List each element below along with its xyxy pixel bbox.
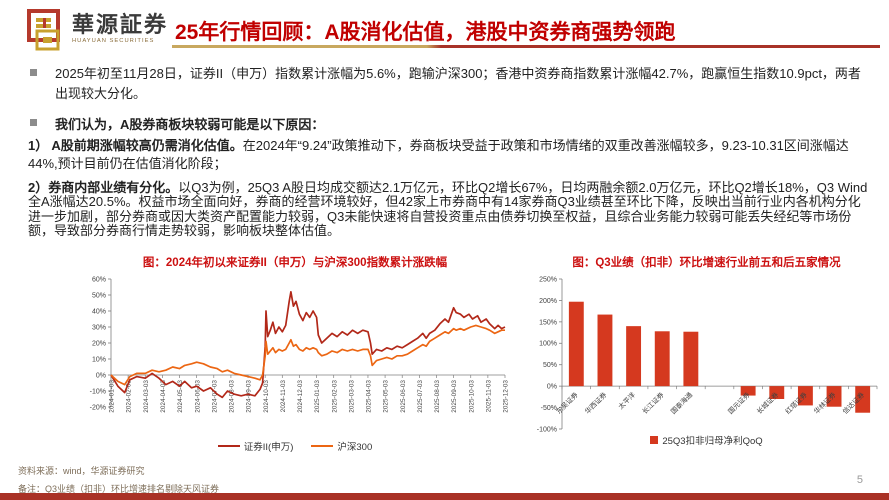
svg-text:太平洋: 太平洋: [616, 390, 637, 411]
title-underline: [172, 45, 880, 48]
svg-text:100%: 100%: [539, 341, 557, 348]
svg-text:200%: 200%: [539, 298, 557, 305]
line-chart-canvas: 60% 50% 40% 30% 20% 10% 0% -10% -20% 2024-01-03 20…: [90, 276, 510, 413]
svg-text:2025-04-03: 2025-04-03: [366, 380, 373, 413]
svg-text:-20%: -20%: [90, 404, 106, 411]
svg-text:2024-02-03: 2024-02-03: [126, 380, 133, 413]
bar-chart-legend: 25Q3扣非归母净利QoQ: [528, 433, 885, 447]
logo-text: 華源証券 HUAYUAN SECURITIES: [72, 12, 169, 45]
figure-bar-chart: 图：Q3业绩（扣非）环比增速行业前五和后五家情况 250% 200% 150% 100…: [528, 254, 885, 447]
svg-text:40%: 40%: [92, 308, 106, 315]
reason-point-2: 2）券商内部业绩有分化。以Q3为例，25Q3 A股日均成交额达2.1万亿元，环比…: [28, 180, 869, 239]
logo-name-cn: 華源証券: [72, 12, 169, 37]
svg-text:2025-03-03: 2025-03-03: [348, 380, 355, 413]
bullet2-text: 我们认为，A股券商板块较弱可能是以下原因：: [55, 117, 325, 132]
svg-text:2025-11-03: 2025-11-03: [485, 380, 492, 413]
bottom-red-bar: [0, 493, 889, 500]
bar-chart-canvas: 250% 200% 150% 100% 50% 0% -50% -100% 东吴证券 华西证券 太平…: [537, 276, 878, 433]
svg-text:150%: 150%: [539, 319, 557, 326]
svg-text:30%: 30%: [92, 324, 106, 331]
point1-lead: 1） A股前期涨幅较高仍需消化估值。: [28, 138, 243, 153]
legend-item: 沪深300: [311, 439, 372, 453]
svg-text:2025-08-03: 2025-08-03: [434, 380, 441, 413]
svg-text:2025-09-03: 2025-09-03: [451, 380, 458, 413]
svg-text:2024-07-03: 2024-07-03: [211, 380, 218, 413]
svg-text:2025-10-03: 2025-10-03: [468, 380, 475, 413]
svg-text:2024-04-03: 2024-04-03: [160, 380, 167, 413]
page-number: 5: [856, 474, 863, 486]
svg-text:2025-05-03: 2025-05-03: [383, 380, 390, 413]
svg-text:东吴证券: 东吴证券: [554, 390, 580, 416]
legend-line-swatch-icon: [217, 444, 240, 448]
line-chart-legend: 证券II(申万) 沪深300: [75, 439, 515, 453]
legend-item: 25Q3扣非归母净利QoQ: [650, 433, 763, 447]
svg-text:2025-01-03: 2025-01-03: [314, 380, 321, 413]
point2-rest: 以Q3为例，25Q3 A股日均成交额达2.1万亿元，环比Q2增长67%，日均两融…: [28, 180, 868, 239]
svg-text:10%: 10%: [92, 356, 106, 363]
point2-lead: 2）券商内部业绩有分化。: [28, 180, 179, 195]
svg-text:2024-08-03: 2024-08-03: [229, 380, 236, 413]
svg-text:2024-03-03: 2024-03-03: [143, 380, 150, 413]
svg-text:60%: 60%: [92, 276, 106, 283]
svg-text:2024-09-03: 2024-09-03: [246, 380, 253, 413]
svg-text:-100%: -100%: [537, 426, 557, 433]
svg-text:250%: 250%: [539, 276, 557, 283]
reason-point-1: 1） A股前期涨幅较高仍需消化估值。在2024年“9.24”政策推动下，券商板块…: [28, 137, 868, 172]
source-note: 资料来源：wind，华源证券研究: [18, 466, 145, 476]
svg-text:2025-07-03: 2025-07-03: [417, 380, 424, 413]
svg-text:0%: 0%: [547, 384, 557, 391]
svg-text:国元证券: 国元证券: [726, 390, 752, 416]
svg-text:长城证券: 长城证券: [755, 390, 781, 416]
remark-note: 备注：Q3业绩（扣非）环比增速排名剔除天风证券: [18, 484, 220, 494]
line-chart-title: 图：2024年初以来证券II（申万）与沪深300指数累计涨跌幅: [142, 257, 448, 269]
svg-text:华西证券: 华西证券: [583, 390, 609, 416]
svg-text:2025-02-03: 2025-02-03: [331, 380, 338, 413]
legend-item: 证券II(申万): [217, 439, 294, 453]
bullet-paragraph-1: 2025年初至11月28日，证券II（申万）指数累计涨幅为5.6%，跑输沪深30…: [28, 64, 866, 104]
svg-text:2024-11-03: 2024-11-03: [280, 380, 287, 413]
svg-text:2025-12-03: 2025-12-03: [503, 380, 510, 413]
svg-text:50%: 50%: [92, 292, 106, 299]
svg-text:国泰海通: 国泰海通: [669, 390, 695, 416]
svg-text:0%: 0%: [96, 372, 106, 379]
logo-name-en: HUAYUAN SECURITIES: [72, 38, 155, 44]
legend-label: 证券II(申万): [243, 442, 294, 453]
legend-line-swatch-icon: [311, 444, 334, 448]
bullet1-text: 2025年初至11月28日，证券II（申万）指数累计涨幅为5.6%，跑输沪深30…: [55, 66, 861, 101]
legend-label: 25Q3扣非归母净利QoQ: [662, 436, 763, 447]
huayuan-seal-logo-icon: [27, 9, 65, 51]
svg-text:2025-06-03: 2025-06-03: [400, 380, 407, 413]
bullet-square-icon: [30, 119, 37, 126]
svg-text:2024-10-03: 2024-10-03: [263, 380, 270, 413]
svg-text:20%: 20%: [92, 340, 106, 347]
point1-rest: 在2024年“9.24”政策推动下，券商板块受益于政策和市场情绪的双重改善涨幅较…: [28, 138, 849, 171]
svg-text:2024-06-03: 2024-06-03: [194, 380, 201, 413]
bullet-paragraph-2: 我们认为，A股券商板块较弱可能是以下原因：: [28, 114, 866, 133]
figure-line-chart: 图：2024年初以来证券II（申万）与沪深300指数累计涨跌幅 60% 50% 40…: [75, 254, 515, 453]
svg-text:2024-05-03: 2024-05-03: [177, 380, 184, 413]
legend-label: 沪深300: [337, 442, 373, 453]
svg-text:长江证券: 长江证券: [640, 390, 666, 416]
bullet-square-icon: [30, 69, 37, 76]
svg-text:50%: 50%: [543, 362, 557, 369]
svg-text:-50%: -50%: [541, 405, 557, 412]
page-title: 25年行情回顾：A股消化估值，港股中资券商强势领跑: [175, 21, 676, 44]
svg-text:2024-01-03: 2024-01-03: [109, 380, 116, 413]
svg-text:2024-12-03: 2024-12-03: [297, 380, 304, 413]
bar-chart-title: 图：Q3业绩（扣非）环比增速行业前五和后五家情况: [572, 257, 841, 269]
svg-text:-10%: -10%: [90, 388, 106, 395]
legend-square-swatch-icon: [650, 436, 659, 444]
